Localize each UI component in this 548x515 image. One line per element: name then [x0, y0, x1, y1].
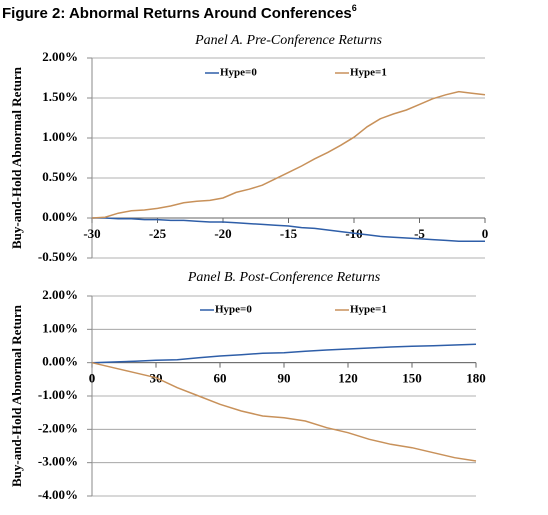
x-tick-label: 0 — [482, 226, 489, 241]
y-tick-label: -2.00% — [38, 420, 78, 435]
y-tick-label: -1.00% — [38, 387, 78, 402]
y-tick-label: 2.00% — [42, 49, 78, 64]
y-tick-label: -0.50% — [38, 249, 78, 264]
title-text: Figure 2: Abnormal Returns Around Confer… — [2, 5, 352, 22]
x-tick-label: 0 — [89, 371, 96, 386]
x-tick-label: -5 — [414, 226, 425, 241]
x-tick-label: -15 — [280, 226, 298, 241]
legend-label: Hype=1 — [350, 304, 387, 316]
y-axis-label: Buy-and-Hold Abnormal Return — [9, 304, 24, 487]
legend-label: Hype=0 — [215, 304, 252, 316]
series-line — [91, 90, 486, 219]
legend-label: Hype=0 — [220, 67, 257, 79]
x-tick-label: 150 — [402, 371, 422, 386]
y-tick-label: 0.00% — [42, 209, 78, 224]
x-tick-label: 120 — [338, 371, 358, 386]
y-tick-label: -4.00% — [38, 487, 78, 502]
y-tick-label: 1.00% — [42, 320, 78, 335]
x-tick-label: -25 — [149, 226, 167, 241]
x-tick-label: 60 — [214, 371, 227, 386]
x-tick-label: -30 — [83, 226, 100, 241]
y-axis-label: Buy-and-Hold Abnormal Return — [9, 66, 24, 249]
series-line — [91, 361, 477, 462]
y-tick-label: 0.50% — [42, 169, 78, 184]
title-footnote: 6 — [352, 3, 357, 13]
series-line — [92, 217, 485, 242]
x-tick-label: 180 — [466, 371, 486, 386]
panel-subtitle: Panel B. Post-Conference Returns — [187, 270, 381, 285]
panel-subtitle: Panel A. Pre-Conference Returns — [194, 33, 382, 48]
y-tick-label: 0.00% — [42, 354, 78, 369]
legend-label: Hype=1 — [350, 67, 387, 79]
y-tick-label: 2.00% — [42, 287, 78, 302]
y-tick-label: 1.50% — [42, 89, 78, 104]
figure-title: Figure 2: Abnormal Returns Around Confer… — [2, 3, 357, 22]
y-tick-label: 1.00% — [42, 129, 78, 144]
series-line — [91, 343, 477, 364]
x-tick-label: -20 — [214, 226, 231, 241]
x-tick-label: 90 — [278, 371, 291, 386]
y-tick-label: -3.00% — [38, 454, 78, 469]
